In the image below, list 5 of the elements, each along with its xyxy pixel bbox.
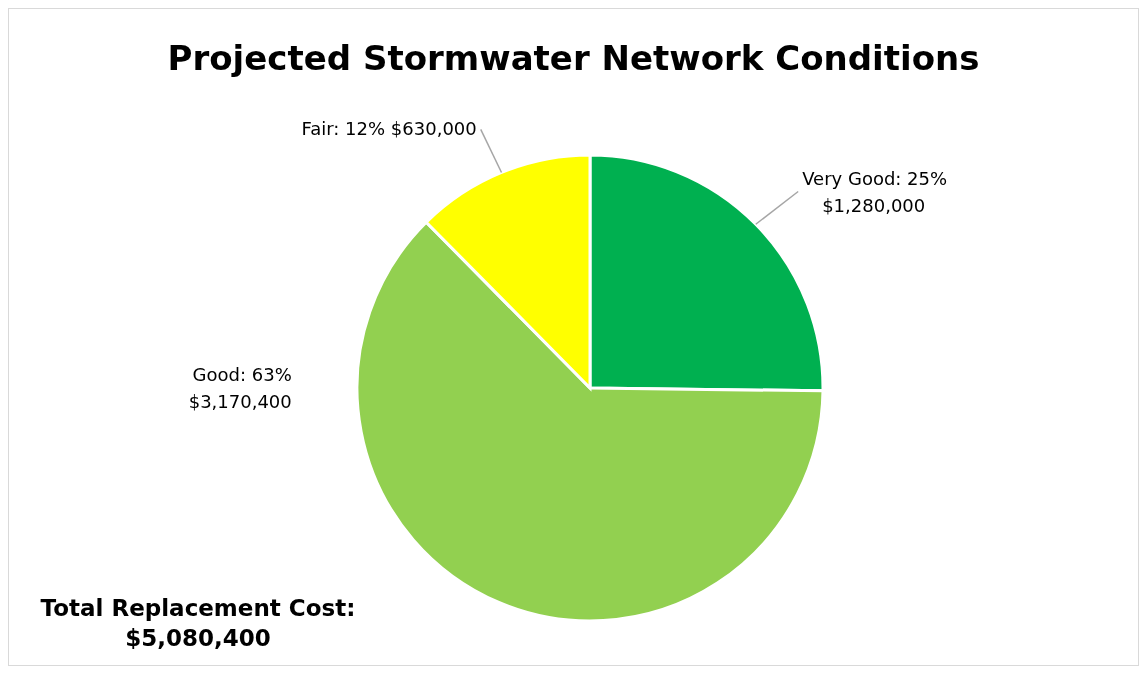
chart-title: Projected Stormwater Network Conditions xyxy=(167,38,980,78)
slice-label: Very Good: 25% $1,280,000 xyxy=(802,167,948,216)
slice-label: Good: 63% $3,170,400 xyxy=(188,364,292,412)
slice-label: Fair: 12% $630,000 xyxy=(301,118,477,140)
text: Total Replacement Cost: $5,080,400 xyxy=(40,595,356,651)
